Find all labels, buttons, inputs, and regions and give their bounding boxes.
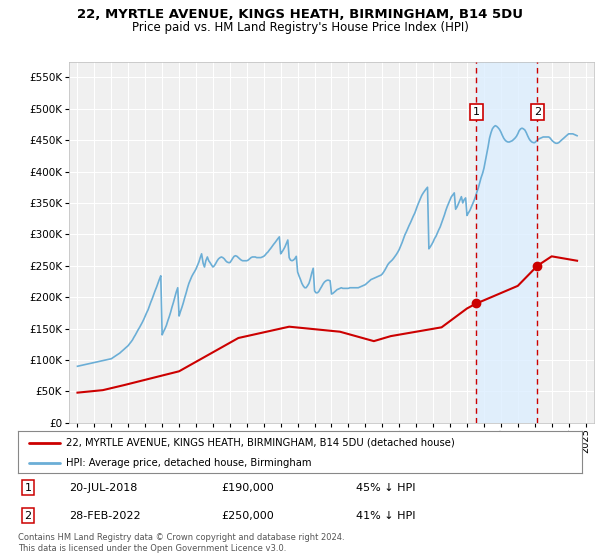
Bar <box>476 62 538 423</box>
Text: 2: 2 <box>25 511 32 521</box>
Text: 20-JUL-2018: 20-JUL-2018 <box>69 483 137 493</box>
Text: 28-FEB-2022: 28-FEB-2022 <box>69 511 140 521</box>
Text: 1: 1 <box>25 483 32 493</box>
Text: 22, MYRTLE AVENUE, KINGS HEATH, BIRMINGHAM, B14 5DU: 22, MYRTLE AVENUE, KINGS HEATH, BIRMINGH… <box>77 8 523 21</box>
Text: Price paid vs. HM Land Registry's House Price Index (HPI): Price paid vs. HM Land Registry's House … <box>131 21 469 34</box>
Text: £190,000: £190,000 <box>221 483 274 493</box>
Text: 41% ↓ HPI: 41% ↓ HPI <box>356 511 416 521</box>
Text: 45% ↓ HPI: 45% ↓ HPI <box>356 483 416 493</box>
Text: £250,000: £250,000 <box>221 511 274 521</box>
Text: 22, MYRTLE AVENUE, KINGS HEATH, BIRMINGHAM, B14 5DU (detached house): 22, MYRTLE AVENUE, KINGS HEATH, BIRMINGH… <box>66 438 455 448</box>
Text: Contains HM Land Registry data © Crown copyright and database right 2024.
This d: Contains HM Land Registry data © Crown c… <box>18 533 344 553</box>
Text: HPI: Average price, detached house, Birmingham: HPI: Average price, detached house, Birm… <box>66 458 311 468</box>
Text: 2: 2 <box>534 107 541 117</box>
Text: 1: 1 <box>473 107 480 117</box>
